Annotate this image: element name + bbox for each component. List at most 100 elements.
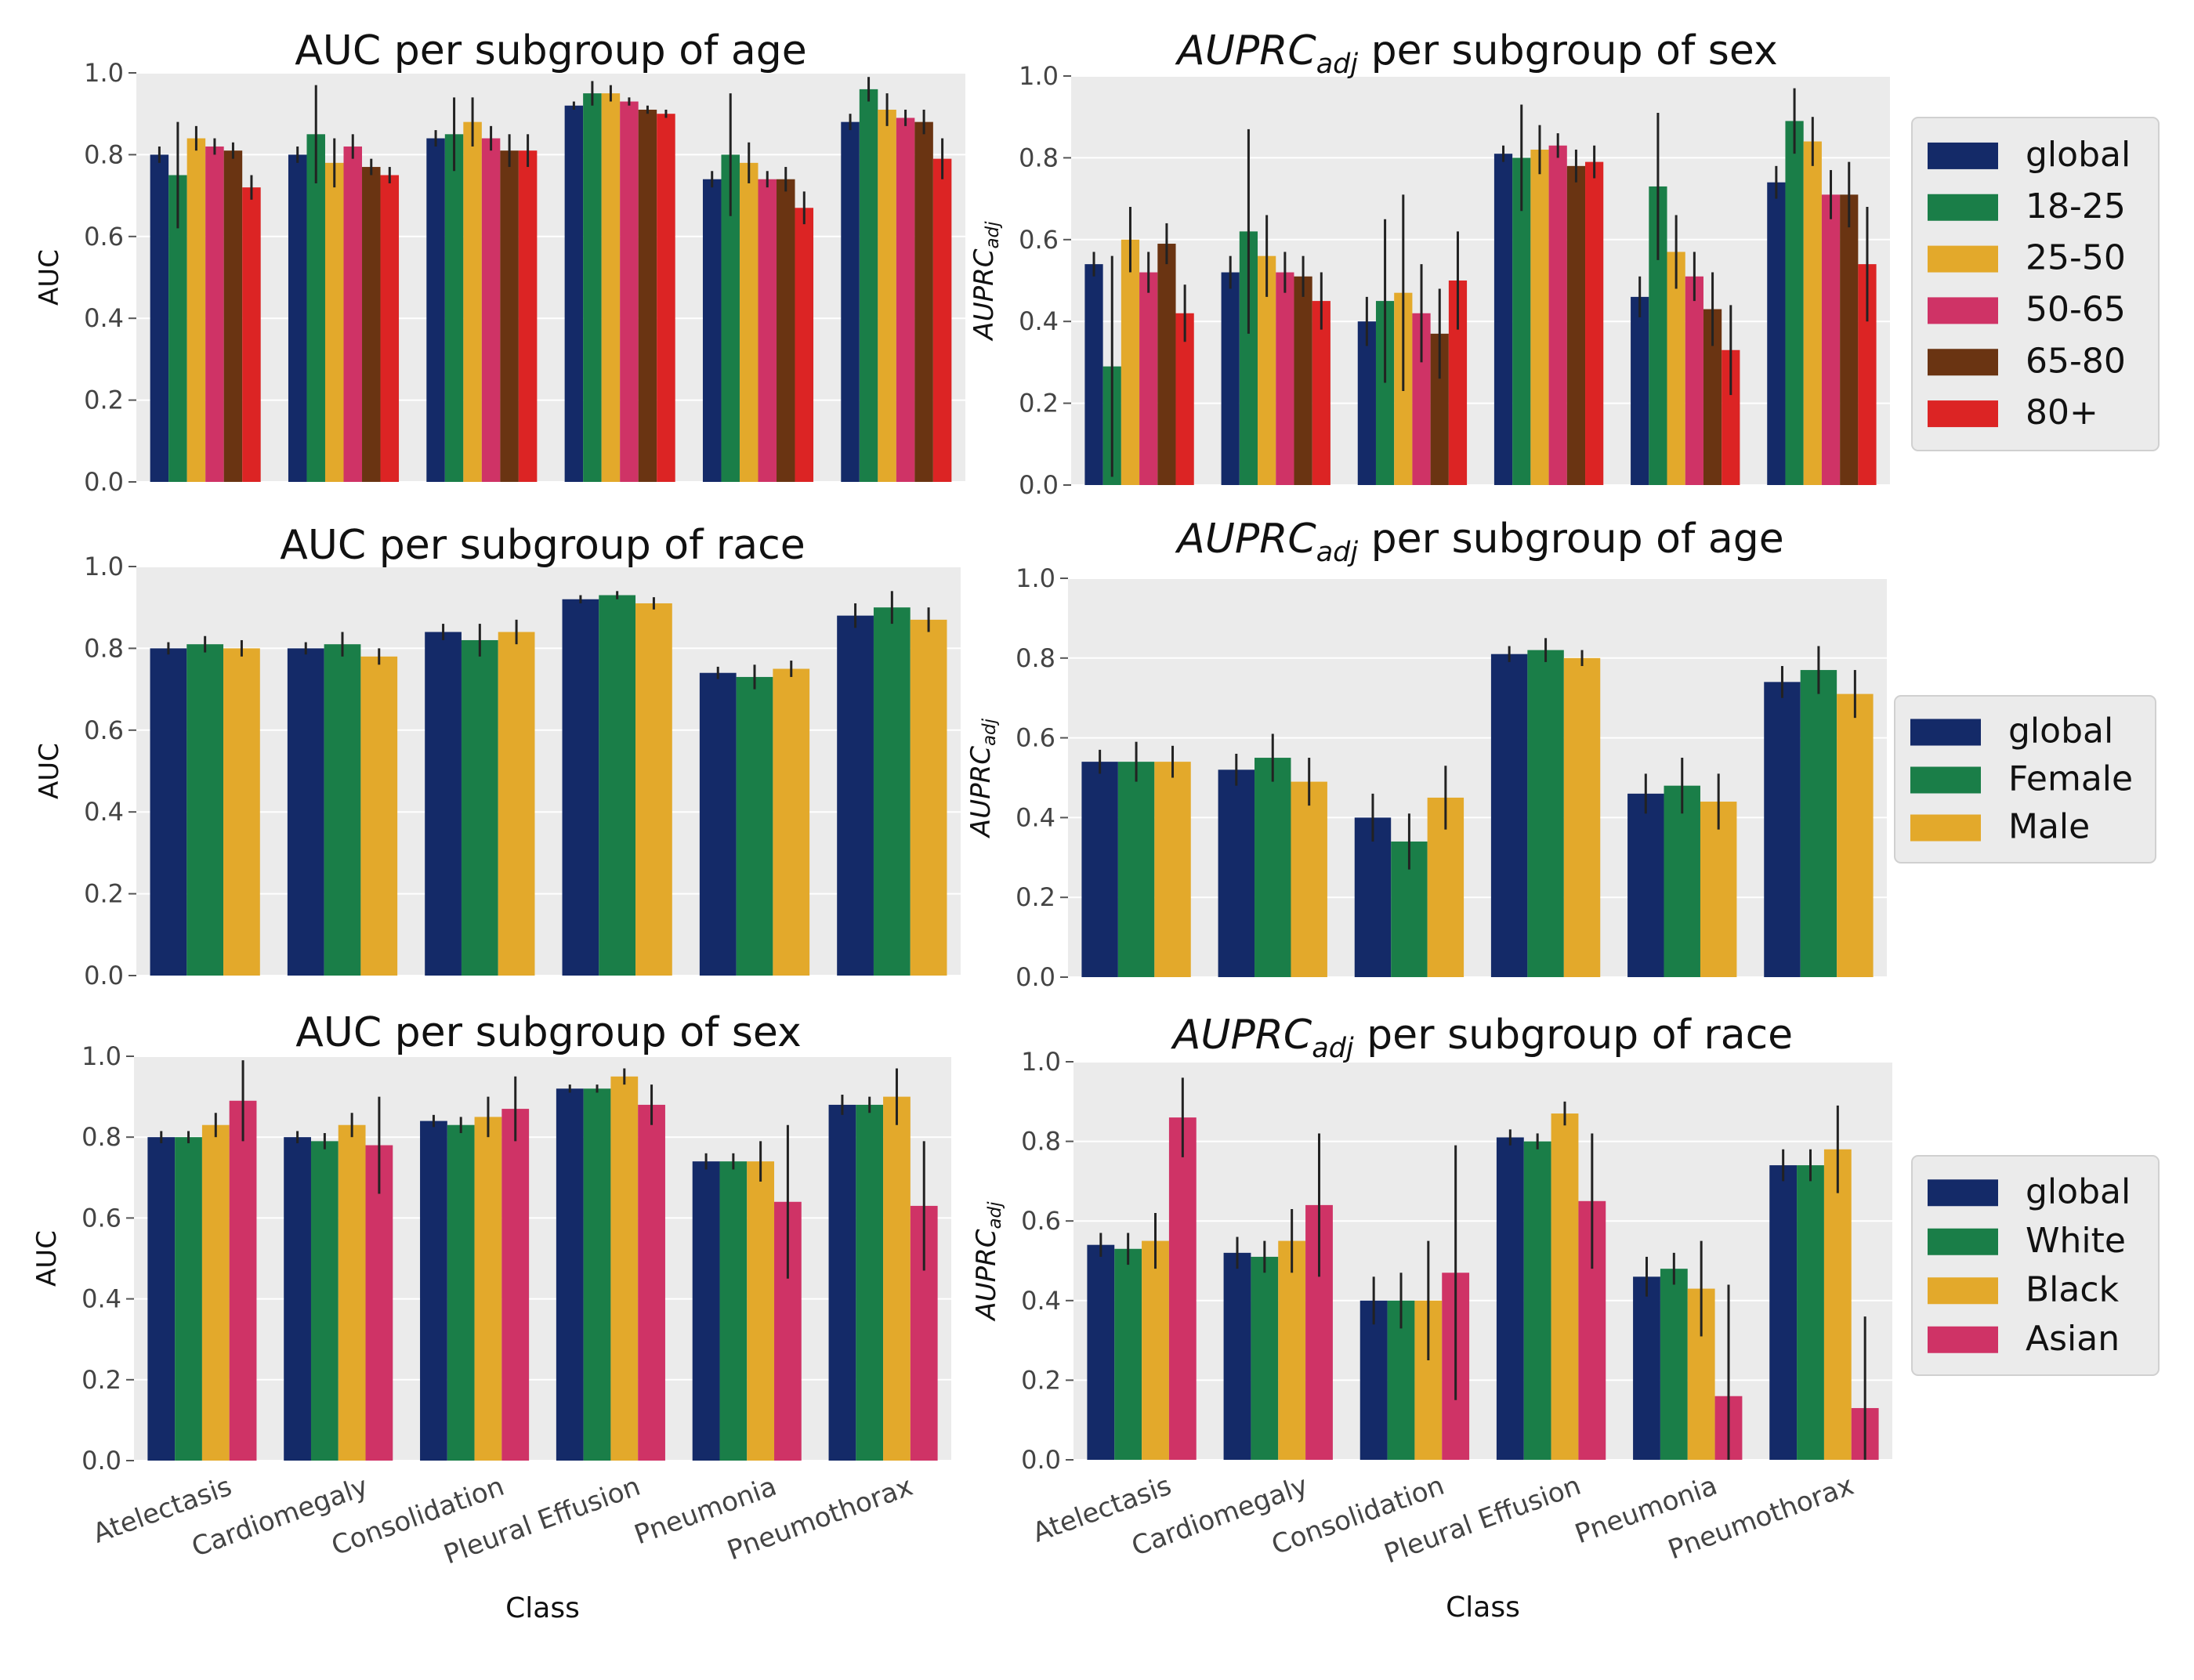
legend-label: 80+ <box>2026 393 2098 433</box>
legend: global Female Male <box>1894 695 2156 864</box>
y-axis-label: AUC <box>31 1230 63 1287</box>
bar-global-pleuraleffusion <box>556 1088 584 1461</box>
bar-global-pleuraleffusion <box>1490 654 1528 977</box>
bar-5065-atelectasis <box>1139 272 1158 485</box>
y-axis-label: AUPRCadj <box>965 718 1000 838</box>
plot-area <box>136 567 961 976</box>
legend-label: Male <box>2008 807 2090 847</box>
bar-2550-atelectasis <box>186 138 206 482</box>
bar-Black-atelectasis <box>201 1124 230 1461</box>
chart-panel-5: 0.0 0.2 0.4 0.6 0.8 1.0 AUC per subgroup of ra… <box>31 522 951 1624</box>
y-tick-label: 1.0 <box>1021 1047 1061 1077</box>
bar-Female-pleuraleffusion <box>1527 650 1564 977</box>
y-tick-label: 0.0 <box>84 467 124 497</box>
legend-label: global <box>2008 711 2113 751</box>
bar-5065-pneumonia <box>758 179 777 482</box>
y-tick-label: 0.4 <box>81 1284 121 1314</box>
bar-1825-atelectasis <box>168 175 187 482</box>
y-tick-label: 0.4 <box>84 797 124 827</box>
legend-swatch <box>1928 400 1998 428</box>
y-tick-label: 0.0 <box>1021 1445 1061 1475</box>
y-tick-label: 0.2 <box>1021 1365 1061 1395</box>
bar-Female-cardiomegaly <box>324 644 361 976</box>
bar-global-pleuraleffusion <box>564 105 584 482</box>
bar-80-pneumothorax <box>932 158 952 482</box>
bar-1825-pleuraleffusion <box>583 93 602 482</box>
legend-swatch <box>1928 1228 1998 1255</box>
chart-title: AUPRCadj per subgroup of race <box>1171 1012 1793 1064</box>
bar-Black-pleuraleffusion <box>610 1076 639 1461</box>
bar-80-cardiomegaly <box>1312 301 1331 485</box>
bar-1825-pneumonia <box>721 154 740 482</box>
bar-Female-atelectasis <box>1117 762 1155 977</box>
y-tick-label: 1.0 <box>84 552 124 581</box>
y-axis-label: AUPRCadj <box>971 1201 1005 1322</box>
plot-area <box>1071 76 1890 485</box>
bar-1825-consolidation <box>444 134 464 483</box>
bar-global-consolidation <box>420 1121 447 1461</box>
y-tick-label: 1.0 <box>84 58 124 88</box>
chart-panel-1: 0.0 0.2 0.4 0.6 0.8 1.0 AUC per subgroup of ag… <box>34 27 965 497</box>
bar-2550-pleuraleffusion <box>1530 149 1549 485</box>
y-tick-label: 0.2 <box>84 386 124 415</box>
bar-White-pleuraleffusion <box>1523 1141 1551 1460</box>
legend-label: 25-50 <box>2026 238 2126 278</box>
bar-5065-consolidation <box>481 138 501 482</box>
bar-1825-pneumonia <box>1649 186 1667 485</box>
legend-swatch <box>1910 814 1981 842</box>
bar-Male-atelectasis <box>223 648 260 976</box>
y-tick-label: 0.8 <box>81 1122 121 1152</box>
bar-Female-pneumonia <box>1664 785 1700 977</box>
y-tick-label: 0.8 <box>1019 143 1059 172</box>
bar-Black-cardiomegaly <box>1278 1240 1306 1460</box>
bar-global-pneumonia <box>1627 793 1664 977</box>
y-tick-label: 0.8 <box>84 633 124 663</box>
bar-global-pneumothorax <box>837 615 874 976</box>
legend-label: 18-25 <box>2026 186 2126 226</box>
legend: global 18-25 25-50 50-65 65-80 80+ <box>1911 117 2160 451</box>
bar-global-consolidation <box>1354 817 1392 977</box>
plot-area <box>1073 1062 1892 1460</box>
bar-2550-cardiomegaly <box>1258 255 1276 485</box>
bar-global-atelectasis <box>147 1137 176 1461</box>
y-tick-label: 0.8 <box>1016 643 1055 673</box>
bar-6580-atelectasis <box>1157 244 1176 485</box>
bar-global-atelectasis <box>1081 762 1118 977</box>
bar-White-atelectasis <box>1114 1248 1142 1460</box>
bar-Black-cardiomegaly <box>338 1124 366 1461</box>
legend-swatch <box>1928 194 1998 221</box>
bar-global-consolidation <box>1357 321 1376 485</box>
bar-6580-pneumonia <box>1703 309 1722 485</box>
bar-Black-atelectasis <box>1142 1240 1169 1460</box>
bar-global-pleuraleffusion <box>562 599 599 976</box>
bar-2550-pleuraleffusion <box>601 93 621 482</box>
bar-Male-consolidation <box>498 632 535 976</box>
legend-swatch <box>1928 297 1998 324</box>
chart-panel-6: 0.0 0.2 0.4 0.6 0.8 1.0 AUPRCadj per subgroup … <box>971 1012 2160 1624</box>
bar-global-atelectasis <box>1084 264 1103 485</box>
y-tick-label: 0.2 <box>1016 882 1055 912</box>
bar-80-pleuraleffusion <box>657 114 675 482</box>
bar-1825-pleuraleffusion <box>1512 158 1531 485</box>
bar-80-pneumonia <box>1722 349 1740 485</box>
bar-Female-pleuraleffusion <box>599 595 636 976</box>
bar-80-pneumonia <box>795 208 814 482</box>
bar-80-pleuraleffusion <box>1585 161 1604 485</box>
bar-global-pneumothorax <box>1767 182 1786 485</box>
bar-global-cardiomegaly <box>288 154 307 482</box>
y-tick-label: 0.6 <box>84 715 124 745</box>
bar-global-cardiomegaly <box>287 648 324 976</box>
bar-global-cardiomegaly <box>1223 1252 1251 1460</box>
bar-Black-consolidation <box>474 1117 502 1461</box>
bar-Female-cardiomegaly <box>1254 758 1291 977</box>
bar-5065-pneumonia <box>1685 276 1703 485</box>
bar-2550-cardiomegaly <box>324 162 344 482</box>
bar-6580-pneumothorax <box>914 121 933 482</box>
y-tick-label: 0.6 <box>84 222 124 252</box>
bar-Female-consolidation <box>461 639 498 976</box>
bar-White-pleuraleffusion <box>583 1088 611 1461</box>
chart-title: AUC per subgroup of sex <box>295 1009 802 1056</box>
bar-Male-cardiomegaly <box>1291 781 1327 977</box>
bar-Female-pneumothorax <box>873 607 911 976</box>
bar-5065-pleuraleffusion <box>1548 145 1567 486</box>
